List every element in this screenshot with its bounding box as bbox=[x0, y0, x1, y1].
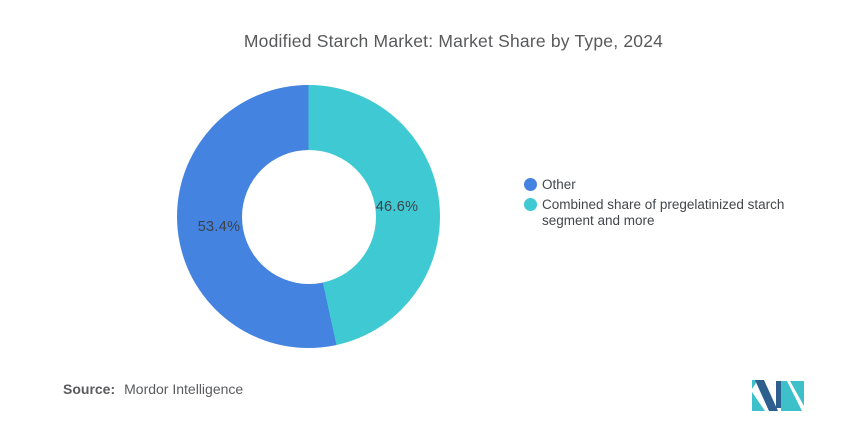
source-label: Source: bbox=[63, 381, 116, 397]
legend: Other Combined share of pregelatinized s… bbox=[524, 177, 796, 230]
slice-label-pregelatinized: 46.6% bbox=[375, 199, 419, 215]
legend-item-label: Other bbox=[542, 177, 576, 192]
source-text: Mordor Intelligence bbox=[124, 381, 244, 397]
legend-marker-other-icon bbox=[524, 178, 537, 191]
slice-label-other: 53.4% bbox=[197, 219, 241, 235]
source-note: Source: Mordor Intelligence bbox=[63, 381, 243, 397]
mordor-intelligence-logo bbox=[752, 380, 804, 411]
legend-marker-pregelatinized-icon bbox=[524, 197, 537, 211]
legend-item-pregelatinized: Combined share of pregelatinized starch … bbox=[524, 197, 796, 230]
chart-title: Modified Starch Market: Market Share by … bbox=[243, 31, 664, 51]
donut-hole bbox=[241, 149, 376, 284]
legend-item-other: Other bbox=[524, 177, 796, 194]
donut-chart: 53.4% 46.6% bbox=[177, 85, 440, 348]
legend-item-label: Combined share of pregelatinized starch … bbox=[542, 196, 785, 229]
